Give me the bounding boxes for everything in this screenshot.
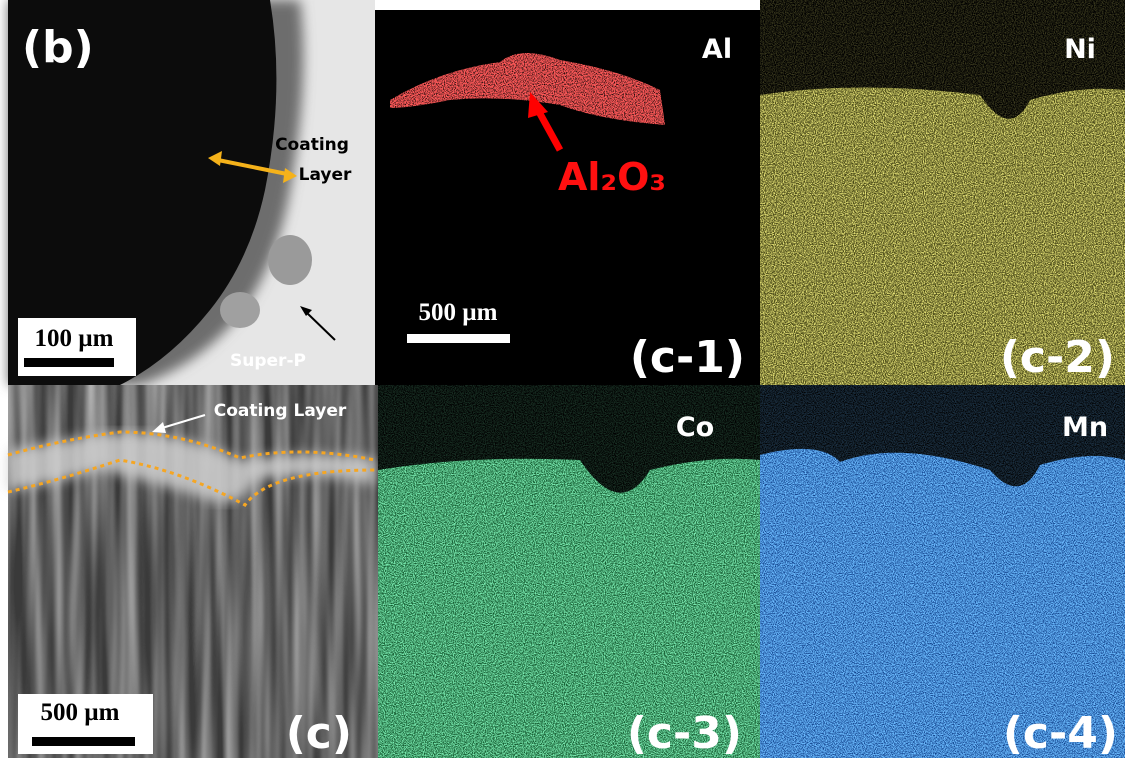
panel-c4: Mn (c-4) — [760, 385, 1125, 758]
panel-c3: Co (c-3) — [378, 385, 760, 758]
super-p — [268, 235, 312, 285]
panel-label: (c-3) — [627, 708, 742, 758]
scale-bar — [407, 334, 510, 343]
annotation: Coating — [275, 135, 349, 155]
scale-label: 500 µm — [41, 699, 120, 726]
annotation: Layer — [299, 165, 352, 185]
annotation: Al₂O₃ — [558, 155, 666, 199]
element-label: Co — [676, 412, 714, 443]
panel-b: (b) Coating Layer Super-P 100 µm — [8, 0, 375, 385]
element-label: Al — [702, 34, 732, 65]
panel-label: (c) — [286, 708, 352, 758]
scale-label: 100 µm — [35, 325, 114, 352]
element-label: Ni — [1064, 34, 1096, 65]
panel-c: Coating Layer 500 µm (c) — [8, 385, 378, 758]
panel-label: (c-4) — [1003, 708, 1118, 758]
annotation: Super-P — [230, 351, 306, 371]
scale-label: 500 µm — [419, 299, 498, 326]
element-label: Mn — [1062, 412, 1108, 443]
super-p — [220, 292, 260, 328]
panel-c2: Ni (c-2) — [760, 0, 1125, 385]
scale-bar — [24, 358, 114, 367]
annotation: Coating Layer — [214, 401, 347, 421]
figure: (b) Coating Layer Super-P 100 µm Al Al₂O… — [0, 0, 1127, 758]
panel-label: (b) — [22, 22, 94, 73]
scale-bar — [32, 737, 135, 746]
panel-c1: Al Al₂O₃ 500 µm (c-1) — [375, 10, 760, 385]
panel-label: (c-1) — [630, 332, 745, 383]
panel-label: (c-2) — [1000, 332, 1115, 383]
